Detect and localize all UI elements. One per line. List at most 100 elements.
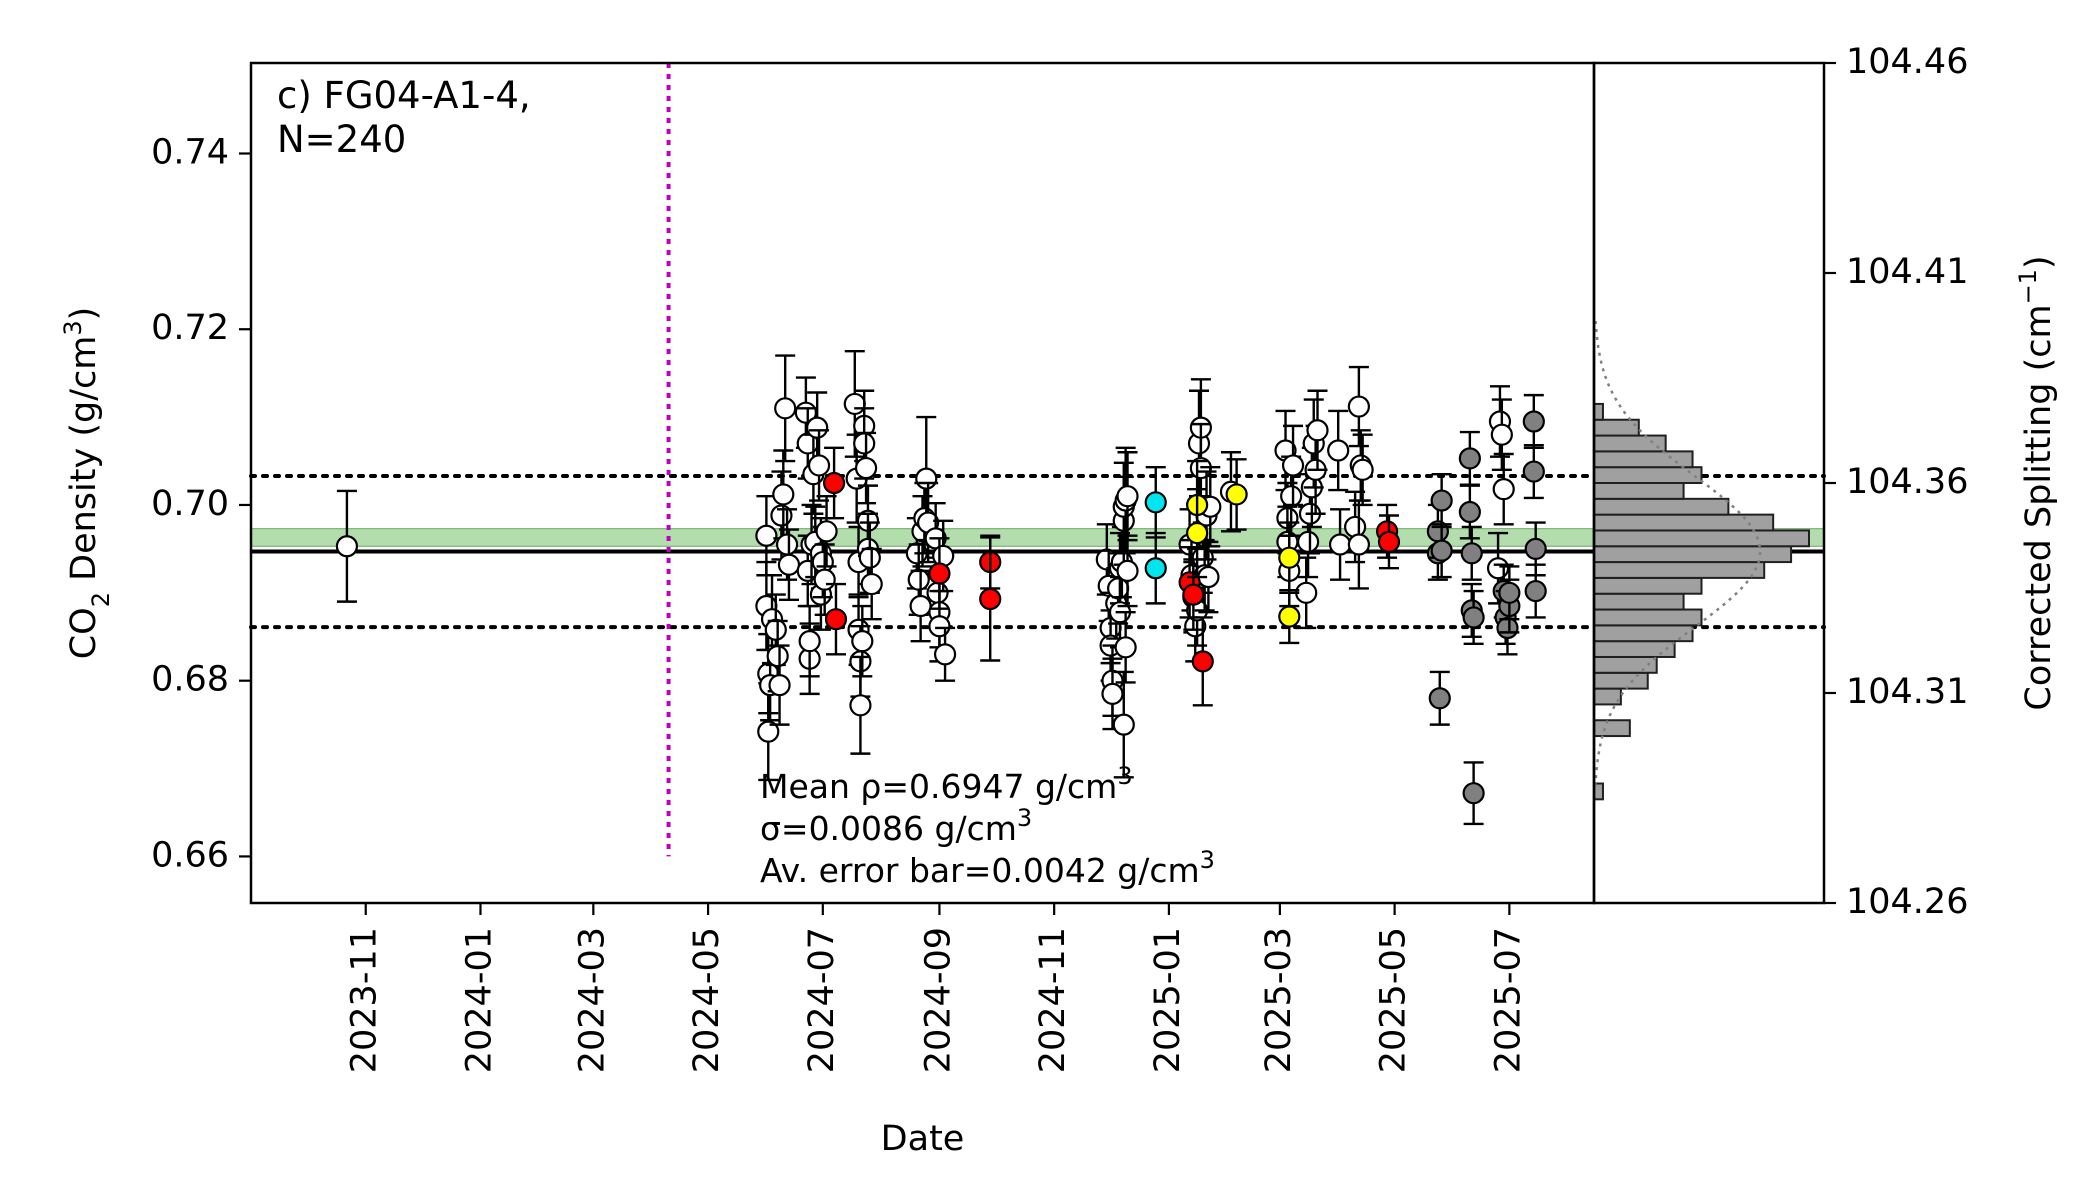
marker (1351, 458, 1374, 481)
marker (858, 546, 881, 569)
data-point-white (777, 528, 801, 602)
x-tick-label: 2024-01 (459, 927, 499, 1073)
marker (798, 630, 821, 653)
marker (1496, 616, 1519, 640)
data-point-white (933, 626, 957, 682)
right-y-tick-label: 104.36 (1846, 462, 1968, 502)
marker (860, 572, 883, 596)
histogram-bar (1593, 402, 1604, 421)
data-point-white (798, 604, 821, 678)
marker (1116, 485, 1139, 508)
y-tick-label: 0.66 (151, 835, 229, 875)
marker (1191, 650, 1214, 673)
axes-layer (239, 61, 1836, 915)
histogram-bar (1593, 655, 1658, 674)
marker (1281, 454, 1305, 477)
data-point-white (1347, 499, 1370, 590)
histogram-bar (1593, 545, 1793, 564)
data-point-gray (1428, 670, 1451, 726)
histogram-bar (1593, 418, 1640, 437)
x-tick-label: 2025-03 (1259, 927, 1299, 1073)
marker (335, 535, 359, 558)
data-point-white (860, 547, 883, 621)
marker (815, 520, 838, 543)
marker (777, 553, 801, 576)
marker (1522, 410, 1545, 433)
y-axis-title-part: 2 (87, 592, 115, 607)
marker (1377, 530, 1401, 553)
marker (774, 397, 797, 420)
y-axis-title: CO2 Density (g/cm3) (59, 307, 115, 660)
histogram-bar (1593, 592, 1685, 611)
stats-annotation-line-part: 3 (1200, 846, 1215, 874)
x-tick-label: 2025-05 (1374, 927, 1414, 1073)
histogram-bar (1593, 687, 1622, 706)
data-point-gray (1524, 563, 1547, 619)
data-point-gray (1430, 523, 1453, 579)
marker (1462, 606, 1485, 629)
histogram-bar (1593, 576, 1703, 595)
marker (1486, 557, 1510, 580)
histogram-bar (1593, 482, 1685, 500)
data-point-white (851, 604, 874, 678)
marker (806, 416, 829, 439)
data-point-red (979, 536, 1002, 662)
marker (1458, 500, 1481, 524)
marker (928, 615, 951, 638)
marker (1460, 542, 1483, 565)
data-point-yellow (1278, 521, 1301, 595)
data-point-white (1116, 534, 1139, 608)
data-point-yellow (1278, 588, 1301, 645)
marker (1280, 485, 1303, 508)
marker (909, 594, 932, 618)
histogram-layer (1593, 320, 1810, 801)
marker (1498, 581, 1521, 604)
histogram-bar (1593, 513, 1775, 532)
histogram-bar (1593, 561, 1766, 579)
gaussian-fit-curve (1594, 320, 1762, 787)
marker (1328, 533, 1352, 556)
y-tick-label: 0.74 (151, 133, 229, 173)
marker (775, 533, 799, 556)
marker (755, 524, 778, 547)
data-point-gray (1498, 565, 1521, 621)
data-point-yellow (1225, 458, 1248, 531)
data-point-white (1112, 670, 1135, 779)
marker (928, 562, 951, 585)
marker (1428, 687, 1451, 710)
marker (1524, 537, 1547, 560)
data-point-white (774, 354, 797, 463)
histogram-bar (1593, 497, 1730, 516)
marker (1430, 539, 1453, 562)
data-point-white (858, 521, 881, 595)
data-point-white (1347, 365, 1370, 448)
y-axis-title-part: 3 (59, 320, 87, 335)
data-point-white (1492, 452, 1515, 526)
marker (1114, 636, 1137, 659)
y-axis-title-part: CO (64, 607, 104, 659)
marker (1458, 447, 1481, 470)
x-tick-label: 2023-11 (345, 927, 385, 1073)
right-y-axis-title: Corrected Splitting (cm−1) (2014, 255, 2059, 710)
marker (757, 720, 780, 743)
histogram-bar (1593, 719, 1631, 738)
marker (766, 644, 789, 668)
marker (813, 568, 836, 591)
data-point-red (1377, 514, 1401, 570)
marker (1144, 491, 1167, 514)
data-point-gray (1522, 444, 1545, 500)
histogram-bar (1593, 529, 1810, 548)
marker (764, 618, 787, 641)
histogram-bar (1593, 608, 1703, 627)
y-tick-label: 0.68 (151, 660, 229, 700)
data-point-gray (1462, 589, 1485, 645)
data-point-white (849, 655, 872, 755)
data-point-gray (1458, 484, 1481, 540)
marker (1225, 483, 1248, 506)
marker (1101, 682, 1124, 705)
right-y-tick-label: 104.26 (1846, 882, 1968, 922)
data-point-white (1116, 451, 1139, 542)
data-point-white (1114, 610, 1137, 684)
